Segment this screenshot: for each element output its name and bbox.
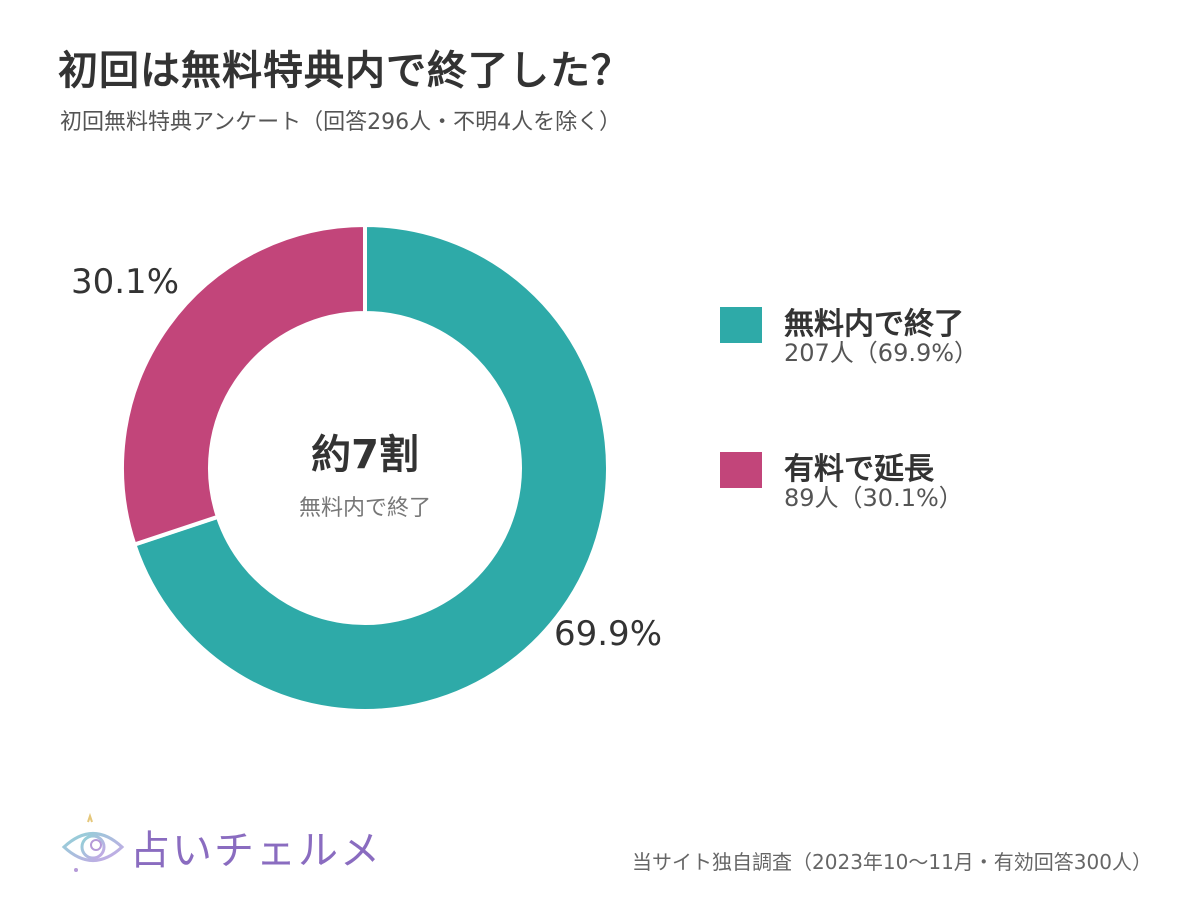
- footer-note: 当サイト独自調査（2023年10〜11月・有効回答300人）: [632, 850, 1152, 874]
- site-logo[interactable]: 占いチェルメ: [58, 812, 380, 882]
- legend-name-free: 無料内で終了: [784, 307, 964, 342]
- donut-slice-1: [120, 222, 367, 548]
- legend-detail-free: 207人（69.9%）: [784, 339, 979, 367]
- eye-icon: [61, 812, 125, 872]
- logo-text: 占いチェルメ: [130, 828, 382, 874]
- legend-name-paid: 有料で延長: [784, 452, 934, 487]
- page-title: 初回は無料特典内で終了した？: [58, 48, 632, 94]
- legend-swatch-free: [720, 307, 762, 343]
- legend-detail-paid: 89人（30.1%）: [784, 484, 963, 512]
- center-label: 約7割: [311, 432, 419, 478]
- legend-swatch-paid: [720, 452, 762, 488]
- center-sublabel: 無料内で終了: [299, 496, 431, 521]
- page-subtitle: 初回無料特典アンケート（回答296人・不明4人を除く）: [60, 110, 622, 135]
- donut-slice-0: [131, 222, 610, 713]
- pct-label-0: 69.9%: [554, 614, 662, 654]
- pct-label-1: 30.1%: [71, 262, 179, 302]
